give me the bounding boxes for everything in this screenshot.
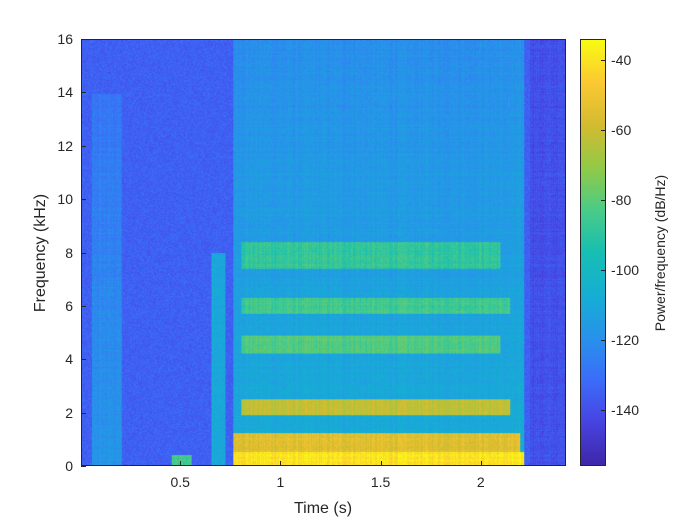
colorbar-tick-mark xyxy=(601,130,606,131)
colorbar-tick-mark xyxy=(601,340,606,341)
colorbar-tick-label: -80 xyxy=(611,192,632,208)
y-tick-mark xyxy=(81,92,86,94)
colorbar-tick-label: -40 xyxy=(611,52,632,68)
colorbar-gradient xyxy=(581,40,605,465)
colorbar xyxy=(580,39,606,466)
spectrogram-image xyxy=(82,40,565,465)
x-tick-mark xyxy=(480,461,482,466)
y-tick-label: 12 xyxy=(57,137,73,154)
colorbar-tick-label: -140 xyxy=(611,402,640,418)
colorbar-tick-mark xyxy=(601,410,606,411)
x-tick-mark xyxy=(380,461,382,466)
y-tick-mark xyxy=(81,145,86,147)
y-tick-label: 6 xyxy=(65,297,73,314)
y-tick-label: 0 xyxy=(65,458,73,474)
colorbar-tick-mark xyxy=(601,60,606,61)
x-tick-mark xyxy=(180,461,182,466)
colorbar-tick-label: -100 xyxy=(611,262,640,278)
y-tick-label: 8 xyxy=(65,244,73,261)
x-tick-label: 0.5 xyxy=(170,474,190,490)
y-tick-label: 10 xyxy=(57,191,73,208)
x-tick-mark xyxy=(280,461,282,466)
y-tick-mark xyxy=(81,466,86,467)
colorbar-tick-mark xyxy=(601,200,606,201)
y-tick-mark xyxy=(81,305,86,307)
y-tick-mark xyxy=(81,252,86,254)
colorbar-tick-label: -60 xyxy=(611,122,632,138)
y-tick-label: 4 xyxy=(65,351,73,368)
x-tick-label: 2 xyxy=(476,474,485,490)
spectrogram-plot-area xyxy=(81,39,566,466)
y-tick-mark xyxy=(81,199,86,201)
y-tick-label: 2 xyxy=(65,404,73,421)
y-tick-mark xyxy=(81,359,86,361)
x-tick-label: 1 xyxy=(276,474,285,490)
x-tick-label: 1.5 xyxy=(370,474,391,490)
y-tick-mark xyxy=(81,39,86,40)
colorbar-tick-mark xyxy=(601,270,606,271)
y-axis-label: Frequency (kHz) xyxy=(32,193,49,313)
x-axis-label: Time (s) xyxy=(293,500,353,517)
colorbar-label: Power/frequency (dB/Hz) xyxy=(652,174,668,332)
y-tick-label: 14 xyxy=(57,84,73,101)
y-tick-label: 16 xyxy=(57,31,73,47)
colorbar-tick-label: -120 xyxy=(611,332,640,348)
y-tick-mark xyxy=(81,412,86,414)
